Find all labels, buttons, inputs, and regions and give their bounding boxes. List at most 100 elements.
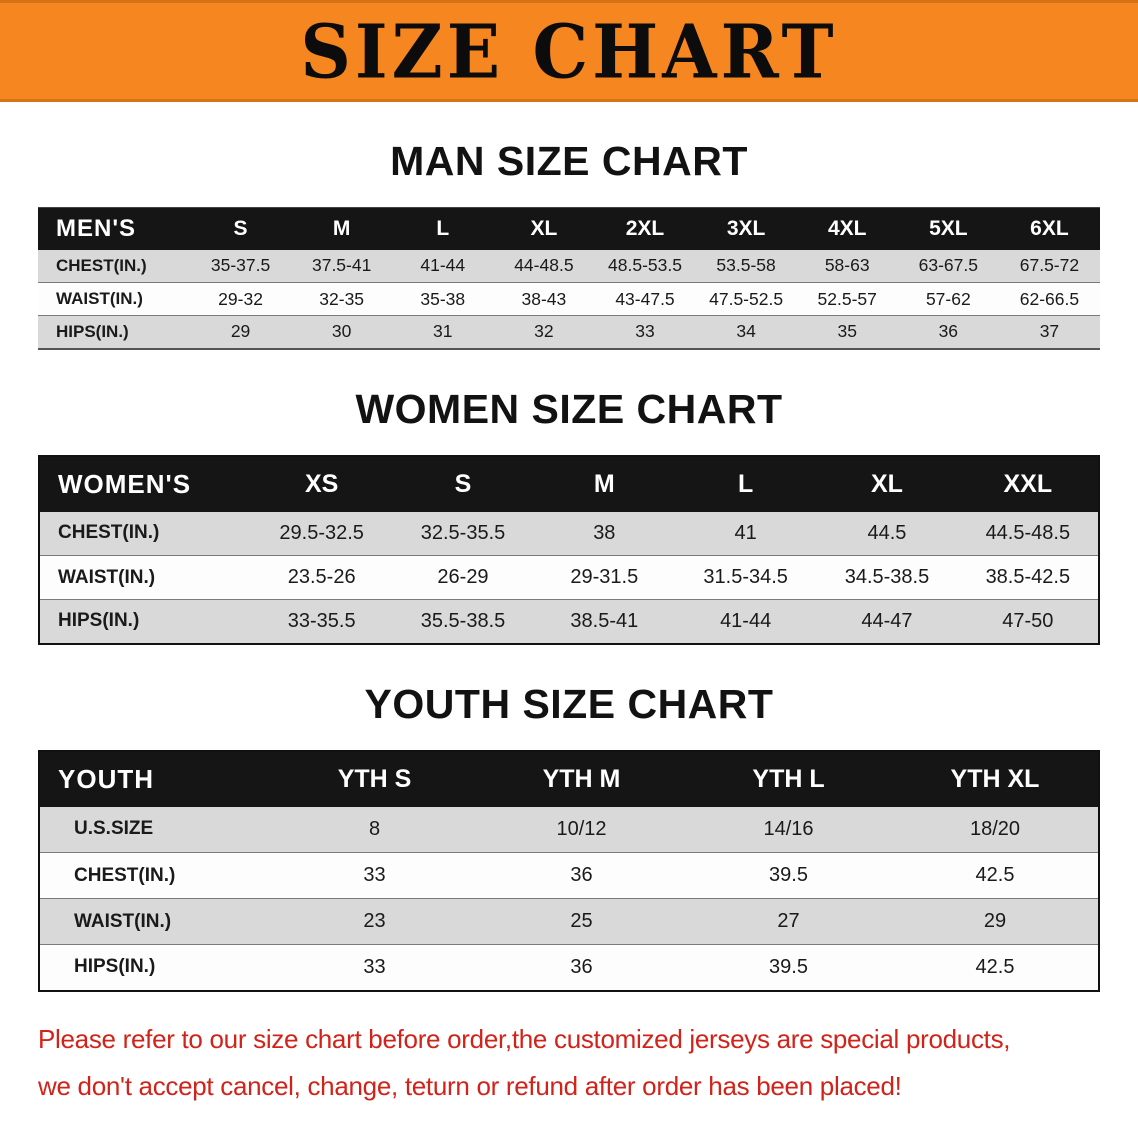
- table-cell: 33: [635, 321, 655, 342]
- table-cell: 10/12: [556, 817, 607, 840]
- table-row: WAIST(IN.) 23.5-26 26-29 29-31.5 31.5-34.5 34…: [39, 555, 1099, 600]
- row-label-cell: CHEST(IN.): [56, 255, 147, 275]
- table-cell: 36: [570, 955, 593, 978]
- table-cell: 29-31.5: [570, 566, 639, 588]
- row-label-cell: HIPS(IN.): [58, 610, 140, 632]
- banner: SIZE CHART: [0, 0, 1138, 102]
- men-size-table: MEN'S S M L XL 2XL 3XL 4XL 5XL 6XL CHEST(IN.) 35-37…: [38, 207, 1100, 350]
- table-row: HIPS(IN.) 33 36 39.5 42.5: [39, 944, 1099, 991]
- disclaimer-line-2: we don't accept cancel, change, teturn o…: [38, 1070, 902, 1101]
- table-row: HIPS(IN.) 33-35.5 35.5-38.5 38.5-41 41-44 44-…: [39, 599, 1099, 644]
- table-cell: 39.5: [769, 864, 808, 886]
- table-header-row: MEN'S S M L XL 2XL 3XL 4XL 5XL 6XL: [38, 207, 1100, 250]
- table-cell: 38.5-41: [570, 609, 639, 632]
- size-header-cell: 2XL: [594, 207, 696, 250]
- table-cell: 32: [534, 321, 554, 342]
- table-cell: 25: [570, 910, 593, 932]
- size-header-cell: L: [392, 207, 494, 250]
- table-cell: 29: [983, 910, 1007, 932]
- table-cell: 47-50: [1002, 609, 1054, 632]
- size-header-cell: XL: [493, 207, 595, 250]
- youth-size-chart-section: YOUTH SIZE CHART YOUTH YTH S YTH M YTH L YTH…: [0, 681, 1138, 992]
- size-header-cell: YTH L: [685, 750, 892, 807]
- table-header-row: WOMEN'S XS S M L XL XXL: [39, 455, 1099, 512]
- men-size-chart-section: MAN SIZE CHART MEN'S S M L XL 2XL 3XL 4XL 5XL 6XL…: [0, 138, 1138, 350]
- table-cell: 58-63: [824, 255, 870, 276]
- table-cell: 42.5: [975, 864, 1015, 886]
- size-header-cell: M: [291, 207, 393, 250]
- youth-section-heading: YOUTH SIZE CHART: [364, 680, 774, 727]
- table-cell: 35.5-38.5: [420, 609, 506, 632]
- table-cell: 18/20: [969, 817, 1021, 840]
- table-cell: 52.5-57: [817, 288, 877, 309]
- table-row: CHEST(IN.) 33 36 39.5 42.5: [39, 852, 1099, 899]
- table-cell: 35: [837, 321, 857, 342]
- table-row: WAIST(IN.) 23 25 27 29: [39, 898, 1099, 945]
- row-label-cell: WAIST(IN.): [56, 289, 143, 308]
- size-header-cell: XXL: [957, 455, 1099, 512]
- table-cell: 38: [593, 521, 616, 544]
- size-header-cell: M: [533, 455, 675, 512]
- table-title-cell: YOUTH: [39, 750, 271, 807]
- table-cell: 44-47: [861, 609, 913, 632]
- table-cell: 29-32: [218, 288, 263, 309]
- table-cell: 38.5-42.5: [985, 566, 1071, 588]
- size-header-cell: YTH M: [478, 750, 685, 807]
- size-header-cell: YTH XL: [892, 750, 1099, 807]
- size-header-cell: YTH S: [271, 750, 478, 807]
- youth-size-table: YOUTH YTH S YTH M YTH L YTH XL U.S.SIZE 8 10/12…: [38, 749, 1100, 992]
- row-label-cell: U.S.SIZE: [74, 818, 154, 840]
- size-header-cell: 5XL: [897, 207, 999, 250]
- table-row: CHEST(IN.) 29.5-32.5 32.5-35.5 38 41 44.5 44.5…: [39, 511, 1099, 556]
- table-cell: 34: [736, 321, 756, 342]
- table-cell: 57-62: [925, 288, 971, 309]
- row-label-cell: CHEST(IN.): [74, 864, 176, 886]
- row-label-cell: WAIST(IN.): [58, 566, 156, 588]
- table-cell: 36: [938, 321, 959, 342]
- size-header-cell: S: [190, 207, 292, 250]
- table-cell: 67.5-72: [1019, 255, 1080, 276]
- row-label-cell: HIPS(IN.): [74, 956, 156, 978]
- table-cell: 31.5-34.5: [703, 566, 788, 588]
- table-cell: 35-38: [420, 288, 466, 309]
- table-cell: 47.5-52.5: [709, 288, 784, 309]
- disclaimer-line-1: Please refer to our size chart before or…: [38, 1023, 1011, 1054]
- women-size-chart-section: WOMEN SIZE CHART WOMEN'S XS S M L XL XXL CHEST(…: [0, 386, 1138, 645]
- table-cell: 44.5-48.5: [985, 521, 1071, 544]
- table-cell: 34.5-38.5: [844, 566, 930, 588]
- table-cell: 41-44: [720, 609, 772, 632]
- size-header-cell: XS: [251, 455, 393, 512]
- table-cell: 44.5: [867, 521, 907, 544]
- table-cell: 29: [230, 321, 251, 342]
- table-cell: 35-37.5: [210, 255, 271, 276]
- size-header-cell: S: [392, 455, 534, 512]
- page-title: SIZE CHART: [300, 7, 838, 95]
- table-cell: 53.5-58: [716, 255, 776, 276]
- table-cell: 29.5-32.5: [279, 521, 364, 544]
- table-title-cell: MEN'S: [38, 207, 190, 250]
- size-header-cell: XL: [816, 455, 958, 512]
- row-label-cell: WAIST(IN.): [74, 910, 172, 932]
- women-section-heading: WOMEN SIZE CHART: [355, 385, 783, 432]
- row-label-cell: HIPS(IN.): [56, 321, 129, 341]
- table-cell: 33: [363, 955, 386, 978]
- table-cell: 37.5-41: [311, 255, 372, 276]
- table-row: WAIST(IN.) 29-32 32-35 35-38 38-43 43-47.5 47.…: [38, 282, 1100, 316]
- women-size-table: WOMEN'S XS S M L XL XXL CHEST(IN.) 29.5-32.5 32.5…: [38, 454, 1100, 645]
- table-cell: 43-47.5: [615, 288, 675, 309]
- table-cell: 23: [363, 910, 386, 932]
- table-row: U.S.SIZE 8 10/12 14/16 18/20: [39, 806, 1099, 853]
- row-label-cell: CHEST(IN.): [58, 522, 160, 544]
- table-cell: 63-67.5: [918, 255, 978, 276]
- table-cell: 39.5: [769, 955, 808, 978]
- size-header-cell: 3XL: [695, 207, 797, 250]
- table-cell: 31: [433, 321, 453, 342]
- table-cell: 38-43: [521, 288, 567, 309]
- table-cell: 41: [734, 521, 757, 544]
- size-chart-page: SIZE CHART MAN SIZE CHART MEN'S S M L XL 2XL 3…: [0, 0, 1138, 1101]
- size-header-cell: L: [674, 455, 817, 512]
- table-cell: 33: [363, 864, 386, 886]
- table-header-row: YOUTH YTH S YTH M YTH L YTH XL: [39, 750, 1099, 807]
- table-cell: 32.5-35.5: [420, 521, 506, 544]
- table-cell: 30: [331, 321, 352, 342]
